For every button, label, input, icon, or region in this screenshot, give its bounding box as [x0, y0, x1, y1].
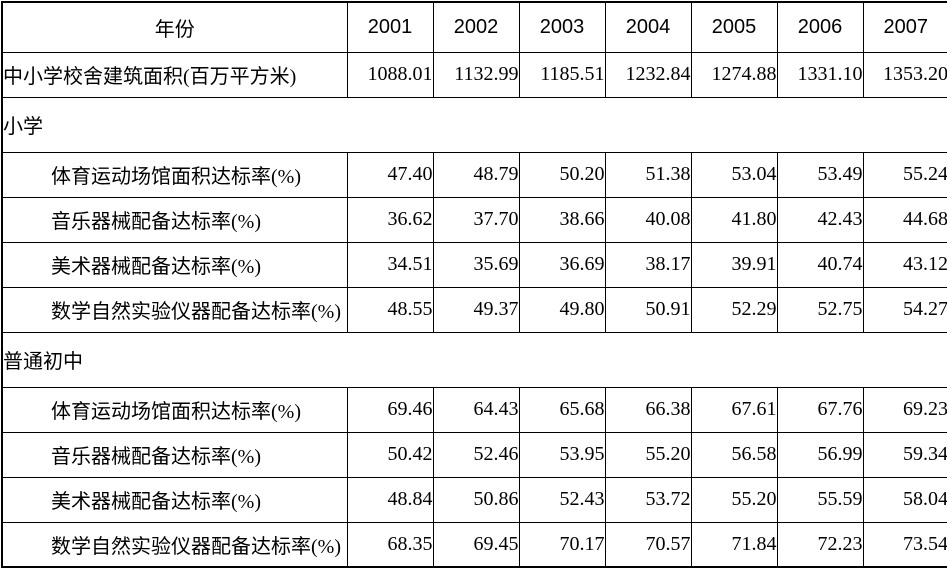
value-cell: 49.80 — [518, 286, 606, 333]
value-cell: 48.79 — [432, 151, 520, 198]
year-column-header: 2002 — [432, 1, 520, 53]
value-cell: 50.86 — [432, 476, 520, 523]
value-cell: 50.20 — [518, 151, 606, 198]
row-label-cell: 体育运动场馆面积达标率(%) — [1, 151, 348, 198]
value-cell: 1232.84 — [604, 51, 692, 98]
table-row: 美术器械配备达标率(%) 48.84 50.86 52.43 53.72 55.20 55.… — [1, 476, 947, 523]
value-cell: 58.04 — [862, 476, 947, 523]
value-cell: 55.20 — [604, 431, 692, 478]
value-cell: 70.57 — [604, 521, 692, 568]
value-cell: 36.69 — [518, 241, 606, 288]
year-column-header: 2005 — [690, 1, 778, 53]
value-cell: 70.17 — [518, 521, 606, 568]
value-cell: 52.43 — [518, 476, 606, 523]
value-cell: 1185.51 — [518, 51, 606, 98]
value-cell: 59.34 — [862, 431, 947, 478]
value-cell: 1353.20 — [862, 51, 947, 98]
value-cell: 52.46 — [432, 431, 520, 478]
value-cell: 52.75 — [776, 286, 864, 333]
value-cell: 68.35 — [346, 521, 434, 568]
value-cell: 40.74 — [776, 241, 864, 288]
table-row: 音乐器械配备达标率(%) 36.62 37.70 38.66 40.08 41.80 42.… — [1, 196, 947, 243]
value-cell: 41.80 — [690, 196, 778, 243]
value-cell: 38.66 — [518, 196, 606, 243]
value-cell: 54.27 — [862, 286, 947, 333]
row-label-cell: 音乐器械配备达标率(%) — [1, 431, 348, 478]
row-label-cell: 美术器械配备达标率(%) — [1, 241, 348, 288]
value-cell: 53.95 — [518, 431, 606, 478]
value-cell: 35.69 — [432, 241, 520, 288]
year-header-cell: 年份 — [1, 1, 348, 53]
value-cell: 52.29 — [690, 286, 778, 333]
section-label-cell: 普通初中 — [1, 331, 947, 388]
value-cell: 53.72 — [604, 476, 692, 523]
value-cell: 67.61 — [690, 386, 778, 433]
value-cell: 53.04 — [690, 151, 778, 198]
year-column-header: 2003 — [518, 1, 606, 53]
value-cell: 49.37 — [432, 286, 520, 333]
year-column-header: 2001 — [346, 1, 434, 53]
value-cell: 53.49 — [776, 151, 864, 198]
table-row: 体育运动场馆面积达标率(%) 47.40 48.79 50.20 51.38 53.04 5… — [1, 151, 947, 198]
value-cell: 50.91 — [604, 286, 692, 333]
table-row: 音乐器械配备达标率(%) 50.42 52.46 53.95 55.20 56.58 56.… — [1, 431, 947, 478]
value-cell: 50.42 — [346, 431, 434, 478]
value-cell: 34.51 — [346, 241, 434, 288]
value-cell: 48.84 — [346, 476, 434, 523]
value-cell: 39.91 — [690, 241, 778, 288]
row-label-cell: 数学自然实验仪器配备达标率(%) — [1, 521, 348, 568]
value-cell: 1331.10 — [776, 51, 864, 98]
row-label-cell: 美术器械配备达标率(%) — [1, 476, 348, 523]
table-row: 数学自然实验仪器配备达标率(%) 68.35 69.45 70.17 70.57 71.8… — [1, 521, 947, 568]
table-body: 中小学校舍建筑面积(百万平方米) 1088.01 1132.99 1185.51 123… — [1, 51, 947, 568]
value-cell: 44.68 — [862, 196, 947, 243]
value-cell: 73.54 — [862, 521, 947, 568]
table-row: 中小学校舍建筑面积(百万平方米) 1088.01 1132.99 1185.51 123… — [1, 51, 947, 98]
value-cell: 56.99 — [776, 431, 864, 478]
value-cell: 1132.99 — [432, 51, 520, 98]
value-cell: 51.38 — [604, 151, 692, 198]
value-cell: 56.58 — [690, 431, 778, 478]
row-label-cell: 体育运动场馆面积达标率(%) — [1, 386, 348, 433]
value-cell: 55.24 — [862, 151, 947, 198]
value-cell: 69.45 — [432, 521, 520, 568]
value-cell: 40.08 — [604, 196, 692, 243]
row-label-cell: 中小学校舍建筑面积(百万平方米) — [1, 51, 348, 98]
value-cell: 55.20 — [690, 476, 778, 523]
value-cell: 1088.01 — [346, 51, 434, 98]
row-label-cell: 音乐器械配备达标率(%) — [1, 196, 348, 243]
value-cell: 36.62 — [346, 196, 434, 243]
value-cell: 65.68 — [518, 386, 606, 433]
value-cell: 66.38 — [604, 386, 692, 433]
header-row: 年份 2001 2002 2003 2004 2005 2006 2007 — [1, 1, 947, 53]
row-label-cell: 数学自然实验仪器配备达标率(%) — [1, 286, 348, 333]
section-label-cell: 小学 — [1, 96, 947, 153]
value-cell: 43.12 — [862, 241, 947, 288]
section-row: 普通初中 — [1, 331, 947, 388]
year-column-header: 2007 — [862, 1, 947, 53]
value-cell: 55.59 — [776, 476, 864, 523]
value-cell: 72.23 — [776, 521, 864, 568]
value-cell: 69.46 — [346, 386, 434, 433]
year-column-header: 2004 — [604, 1, 692, 53]
value-cell: 37.70 — [432, 196, 520, 243]
year-column-header: 2006 — [776, 1, 864, 53]
value-cell: 47.40 — [346, 151, 434, 198]
value-cell: 67.76 — [776, 386, 864, 433]
table-row: 美术器械配备达标率(%) 34.51 35.69 36.69 38.17 39.91 40.… — [1, 241, 947, 288]
value-cell: 42.43 — [776, 196, 864, 243]
value-cell: 71.84 — [690, 521, 778, 568]
value-cell: 38.17 — [604, 241, 692, 288]
table-row: 体育运动场馆面积达标率(%) 69.46 64.43 65.68 66.38 67.61 6… — [1, 386, 947, 433]
table-row: 数学自然实验仪器配备达标率(%) 48.55 49.37 49.80 50.91 52.2… — [1, 286, 947, 333]
section-row: 小学 — [1, 96, 947, 153]
value-cell: 1274.88 — [690, 51, 778, 98]
value-cell: 64.43 — [432, 386, 520, 433]
value-cell: 69.23 — [862, 386, 947, 433]
value-cell: 48.55 — [346, 286, 434, 333]
